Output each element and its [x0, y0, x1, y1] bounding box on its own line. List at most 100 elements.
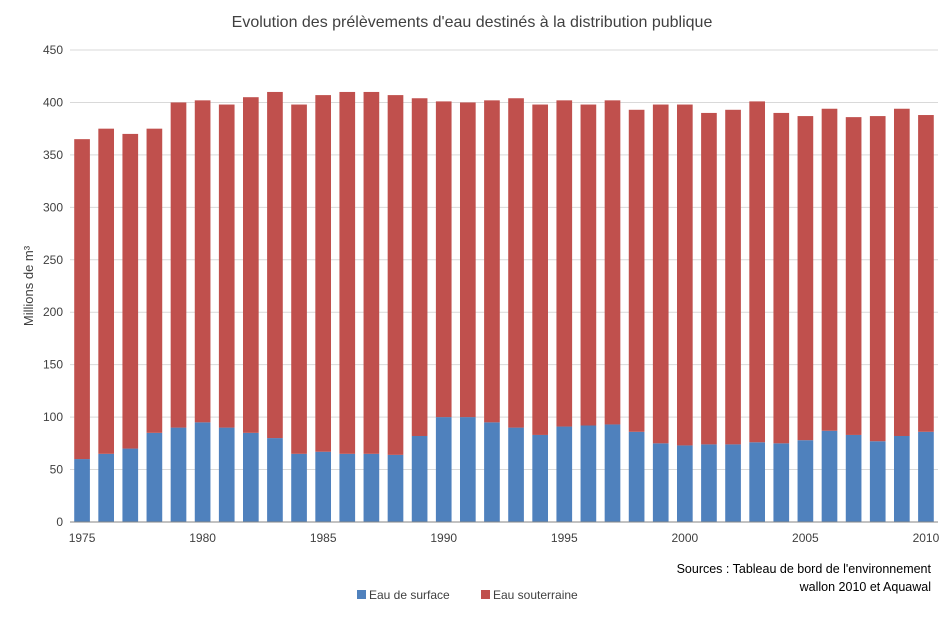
y-axis-label: Millions de m³	[21, 245, 36, 326]
bar-souterraine-1990	[435, 101, 452, 418]
y-tick-label: 350	[43, 148, 63, 162]
bar-surface-1990	[435, 417, 452, 522]
bar-souterraine-1975	[74, 139, 90, 460]
x-tick-label: 2010	[913, 531, 940, 545]
bar-surface-1996	[580, 425, 597, 522]
bar-surface-1989	[411, 435, 428, 522]
x-tick-label: 2005	[792, 531, 819, 545]
legend: Eau de surface Eau souterraine	[357, 588, 578, 602]
bar-surface-1982	[242, 432, 259, 522]
bar-surface-2008	[869, 441, 886, 522]
bar-souterraine-1980	[194, 100, 211, 423]
bar-surface-1978	[146, 432, 163, 522]
gridlines	[70, 49, 938, 471]
y-tick-label: 150	[43, 358, 63, 372]
bar-souterraine-1976	[98, 128, 115, 454]
y-tick-label: 200	[43, 305, 63, 319]
bar-souterraine-2003	[749, 101, 766, 443]
bar-souterraine-1997	[604, 100, 621, 425]
source-note: Sources : Tableau de bord de l'environne…	[677, 560, 931, 596]
legend-swatch	[357, 590, 366, 599]
bar-surface-1985	[315, 451, 332, 522]
bar-souterraine-2004	[773, 112, 790, 444]
x-tick-label: 1980	[189, 531, 216, 545]
bar-surface-1987	[363, 453, 380, 522]
legend-label: Eau souterraine	[493, 588, 578, 602]
source-line-1: Sources : Tableau de bord de l'environne…	[676, 562, 931, 576]
bar-surface-1977	[122, 448, 139, 522]
bar-surface-2003	[749, 442, 766, 522]
bar-surface-1992	[484, 422, 500, 522]
x-tick-label: 1990	[430, 531, 457, 545]
bar-souterraine-2002	[725, 109, 741, 445]
bar-souterraine-1978	[146, 128, 163, 433]
x-tick-label: 1995	[551, 531, 578, 545]
bar-souterraine-2001	[701, 112, 717, 445]
bar-souterraine-2000	[676, 104, 693, 446]
bar-surface-1986	[339, 453, 356, 522]
bar-surface-1999	[652, 443, 669, 522]
bar-surface-2007	[845, 434, 862, 522]
bar-souterraine-1994	[532, 104, 549, 435]
bar-souterraine-2010	[918, 115, 934, 432]
bar-surface-2009	[893, 435, 910, 522]
bar-surface-1991	[459, 417, 476, 522]
bar-souterraine-1995	[556, 100, 573, 427]
bar-surface-1984	[291, 453, 307, 522]
bar-souterraine-1984	[291, 104, 307, 454]
legend-label: Eau de surface	[369, 588, 450, 602]
legend-swatch	[481, 590, 490, 599]
y-tick-label: 400	[43, 95, 63, 109]
bar-souterraine-2007	[845, 117, 862, 435]
bar-surface-1975	[74, 459, 90, 522]
bar-surface-1995	[556, 426, 573, 522]
bar-souterraine-1992	[484, 100, 500, 423]
bar-surface-2005	[797, 440, 814, 522]
bar-surface-1983	[267, 438, 283, 522]
bar-souterraine-1988	[387, 95, 404, 455]
x-tick-label: 1985	[310, 531, 337, 545]
bar-souterraine-2006	[821, 108, 838, 431]
bar-surface-1997	[604, 424, 621, 522]
bar-souterraine-1982	[242, 97, 259, 433]
bar-souterraine-1999	[652, 104, 669, 444]
chart-title: Evolution des prélèvements d'eau destiné…	[232, 14, 713, 31]
y-tick-label: 300	[43, 200, 63, 214]
bar-souterraine-1981	[218, 104, 235, 428]
bar-souterraine-1989	[411, 98, 428, 436]
bar-souterraine-2005	[797, 116, 814, 441]
bar-surface-1988	[387, 454, 404, 522]
y-tick-label: 450	[43, 43, 63, 57]
bar-souterraine-1993	[508, 98, 524, 428]
bar-souterraine-1996	[580, 104, 597, 426]
bar-surface-1981	[218, 427, 235, 522]
bar-surface-2010	[918, 431, 934, 522]
bar-surface-2004	[773, 443, 790, 522]
bar-surface-1980	[194, 422, 211, 522]
x-tick-label: 2000	[671, 531, 698, 545]
axes: 0 50 100 150 200 250 300 350 400 450 1975 1980 1985 1…	[43, 43, 940, 545]
bar-souterraine-1987	[363, 91, 380, 454]
y-tick-label: 50	[50, 463, 64, 477]
bar-surface-1994	[532, 434, 549, 522]
y-tick-label: 100	[43, 410, 63, 424]
source-line-2: wallon 2010 et Aquawal	[799, 580, 931, 594]
bar-souterraine-2009	[893, 108, 910, 436]
bar-souterraine-1985	[315, 95, 332, 452]
bar-souterraine-1979	[170, 102, 187, 428]
bar-surface-2000	[676, 445, 693, 522]
y-tick-label: 0	[56, 515, 63, 529]
bar-souterraine-1983	[267, 91, 283, 439]
bar-souterraine-2008	[869, 116, 886, 442]
bar-surface-1979	[170, 427, 187, 522]
bar-surface-1993	[508, 427, 524, 522]
bar-surface-2006	[821, 430, 838, 522]
bar-souterraine-1991	[459, 102, 476, 418]
bar-surface-1998	[628, 431, 645, 522]
bar-surface-2002	[725, 444, 741, 522]
bar-souterraine-1986	[339, 91, 356, 454]
x-tick-label: 1975	[69, 531, 96, 545]
bar-surface-1976	[98, 453, 115, 522]
bars-group	[74, 91, 934, 522]
